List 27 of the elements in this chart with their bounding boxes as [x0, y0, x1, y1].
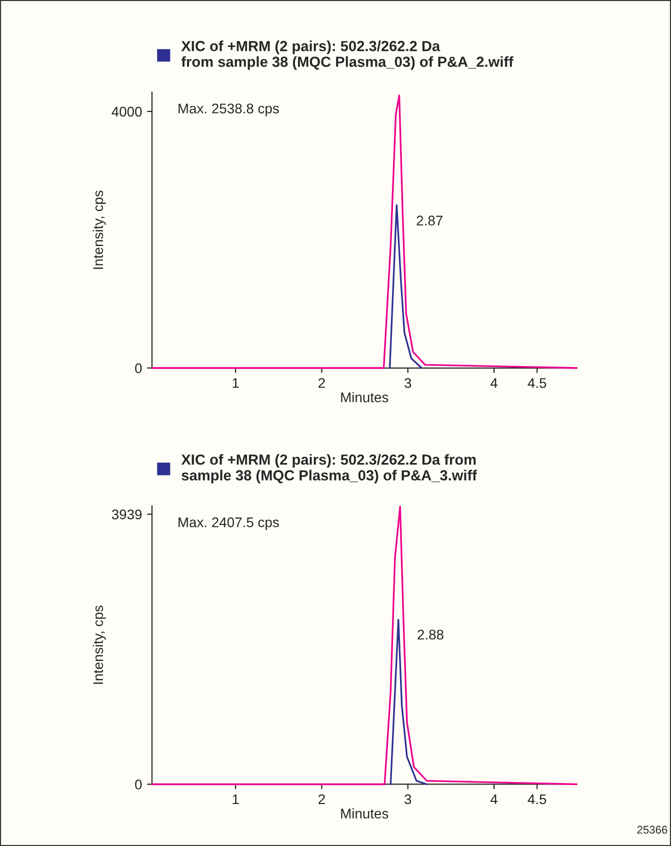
- x-tick-label: 4: [490, 378, 498, 388]
- y-tick-label: 3939: [112, 510, 142, 520]
- x-axis-title: Minutes: [341, 392, 388, 402]
- y-axis-title: Intensity, cps: [92, 190, 106, 269]
- x-tick-label: 1: [232, 794, 239, 804]
- x-tick-label: 3: [404, 794, 412, 804]
- annotation: 2.87: [416, 216, 442, 226]
- y-tick-label: 0: [135, 780, 142, 790]
- x-axis-title: Minutes: [341, 808, 388, 818]
- x-tick-label: 1: [232, 378, 239, 388]
- y-tick-label: 0: [135, 363, 142, 374]
- legend-label: XIC of +MRM (2 pairs): 502.3/262.2 Da from sample 38 (MQC Plasma_03) of P&A_3.wiff: [181, 454, 477, 484]
- annotation: 2.88: [418, 630, 444, 640]
- x-tick-label: 4: [490, 794, 498, 804]
- y-tick-label: 4000: [112, 106, 142, 117]
- x-tick-label: 4.5: [528, 794, 546, 804]
- y-axis-title: Intensity, cps: [92, 606, 106, 684]
- x-tick-label: 2: [318, 794, 325, 804]
- x-tick-label: 4.5: [528, 378, 546, 388]
- line-series: [151, 94, 578, 369]
- legend-label: XIC of +MRM (2 pairs): 502.3/262.2 Da from sample 38 (MQC Plasma_03) of P&A_2.wiff: [181, 40, 514, 70]
- annotation: Max. 2407.5 cps: [178, 517, 279, 530]
- x-tick-label: 2: [318, 378, 325, 388]
- line-series: [151, 506, 578, 786]
- text: 25366: [637, 826, 668, 834]
- annotation: Max. 2538.8 cps: [178, 104, 279, 116]
- x-tick-label: 3: [404, 378, 412, 388]
